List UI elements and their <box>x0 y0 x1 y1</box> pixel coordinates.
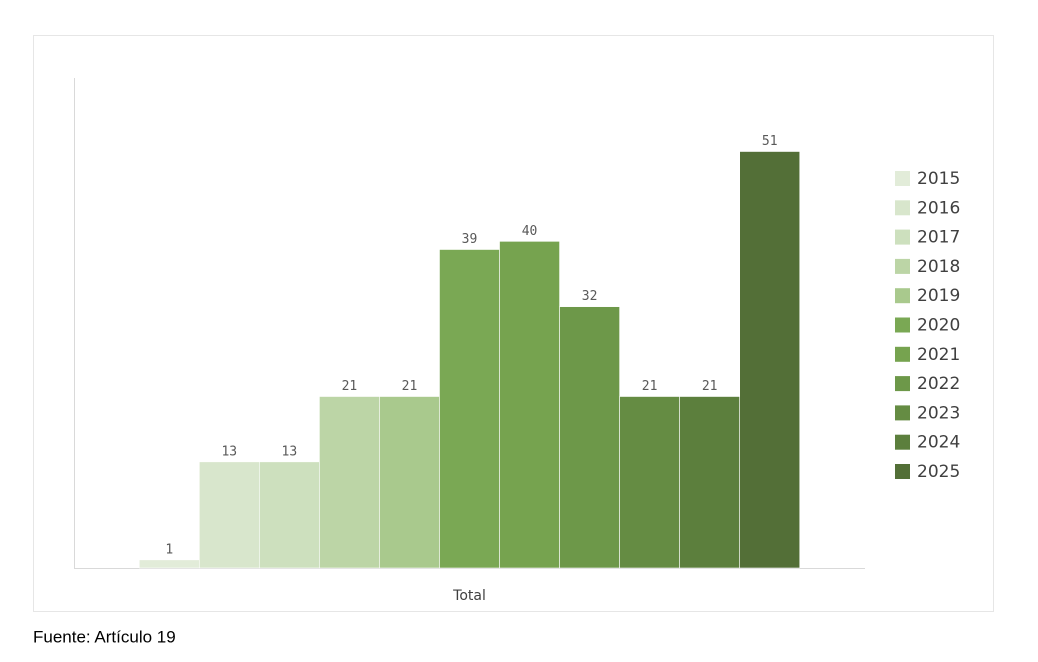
legend-swatch <box>895 200 910 216</box>
legend-label: 2023 <box>917 403 960 423</box>
data-label: 21 <box>702 379 718 394</box>
bar <box>439 249 500 569</box>
legend-swatch <box>895 317 910 333</box>
data-label: 51 <box>762 134 778 149</box>
bar <box>499 241 560 569</box>
x-tick-label: Total <box>452 588 486 604</box>
bar <box>379 396 440 569</box>
legend-label: 2017 <box>917 228 960 248</box>
legend-label: 2016 <box>917 198 960 218</box>
legend-swatch <box>895 434 910 450</box>
data-label: 32 <box>582 289 598 304</box>
bar <box>319 396 380 569</box>
legend-label: 2019 <box>917 286 960 306</box>
data-label: 13 <box>282 444 298 459</box>
legend-label: 2024 <box>917 433 960 453</box>
data-label: 21 <box>402 379 418 394</box>
legend-swatch <box>895 229 910 245</box>
bar <box>739 151 801 569</box>
data-label: 13 <box>221 444 237 459</box>
bar <box>619 396 680 569</box>
legend-label: 2018 <box>917 257 960 277</box>
data-label: 1 <box>165 542 173 557</box>
legend-swatch <box>895 346 910 362</box>
legend-label: 2015 <box>917 169 960 189</box>
legend-label: 2021 <box>917 345 960 365</box>
source-note: Fuente: Artículo 19 <box>33 627 176 646</box>
legend-swatch <box>895 258 910 274</box>
bar <box>679 396 740 569</box>
legend-label: 2020 <box>917 316 960 336</box>
bar <box>559 306 620 569</box>
bar <box>199 461 260 569</box>
data-label: 21 <box>642 379 658 394</box>
legend-swatch <box>895 464 910 479</box>
data-label: 21 <box>342 379 358 394</box>
data-label: 39 <box>462 232 478 247</box>
legend-swatch <box>895 171 910 186</box>
legend-swatch <box>895 288 910 304</box>
legend-label: 2025 <box>917 462 960 482</box>
bar <box>259 461 320 569</box>
data-label: 40 <box>522 224 538 239</box>
legend-swatch <box>895 405 910 421</box>
bar <box>138 559 200 569</box>
legend-swatch <box>895 376 910 392</box>
legend-label: 2022 <box>917 374 960 394</box>
